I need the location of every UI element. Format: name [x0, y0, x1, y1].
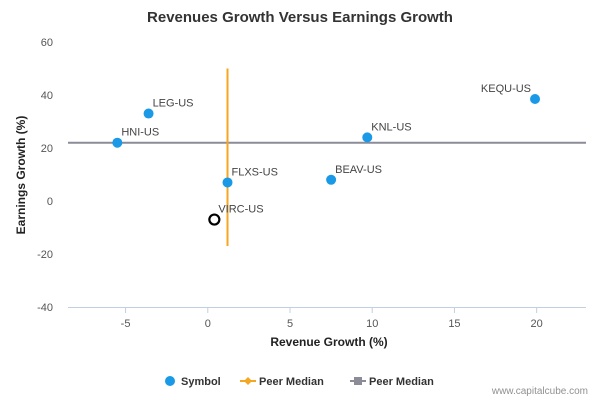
data-points: [112, 93, 541, 226]
data-point-virc-us: [208, 213, 221, 226]
data-point-knl-us: [362, 132, 373, 143]
legend-square-marker: [354, 377, 362, 385]
legend: Symbol Peer Median Peer Median: [165, 376, 434, 388]
x-axis-ticks: -5 0 5 10 15 20: [121, 318, 543, 330]
point-label-knl-us: KNL-US: [371, 121, 411, 133]
legend-label: Symbol: [181, 376, 221, 388]
legend-symbol-marker: [165, 376, 175, 386]
data-point-flxs-us: [222, 177, 233, 188]
point-label-virc-us: VIRC-US: [218, 204, 263, 216]
data-point-beav-us: [326, 174, 337, 185]
point-label-hni-us: HNI-US: [121, 127, 159, 139]
point-labels: LEG-US HNI-US FLXS-US BEAV-US KNL-US KEQU-US V…: [121, 83, 531, 216]
legend-label: Peer Median: [369, 376, 434, 388]
x-tick-label: 20: [531, 318, 543, 330]
data-point-leg-us: [143, 108, 154, 119]
y-axis-ticks: 60 40 20 0 -20 -40: [37, 37, 53, 314]
data-point-kequ-us: [530, 93, 541, 104]
x-tick-label: 5: [287, 318, 293, 330]
point-label-kequ-us: KEQU-US: [481, 83, 531, 95]
y-tick-label: 20: [41, 143, 53, 155]
x-tick-label: -5: [121, 318, 131, 330]
x-axis-tick-marks: [125, 307, 538, 313]
credit-text: www.capitalcube.com: [491, 386, 588, 397]
y-tick-label: 60: [41, 37, 53, 49]
point-label-beav-us: BEAV-US: [335, 164, 382, 176]
legend-diamond-marker: [244, 377, 252, 385]
y-tick-label: -40: [37, 302, 53, 314]
point-label-flxs-us: FLXS-US: [232, 166, 278, 178]
y-tick-label: 40: [41, 90, 53, 102]
data-point-hni-us: [112, 137, 123, 148]
x-tick-label: 10: [366, 318, 378, 330]
y-axis-title: Earnings Growth (%): [14, 116, 28, 235]
legend-label: Peer Median: [259, 376, 324, 388]
x-tick-label: 15: [448, 318, 460, 330]
x-axis-title: Revenue Growth (%): [270, 335, 387, 349]
y-tick-label: 0: [47, 196, 53, 208]
x-tick-label: 0: [205, 318, 211, 330]
chart-title: Revenues Growth Versus Earnings Growth: [147, 9, 453, 26]
point-label-leg-us: LEG-US: [153, 98, 194, 110]
y-tick-label: -20: [37, 249, 53, 261]
